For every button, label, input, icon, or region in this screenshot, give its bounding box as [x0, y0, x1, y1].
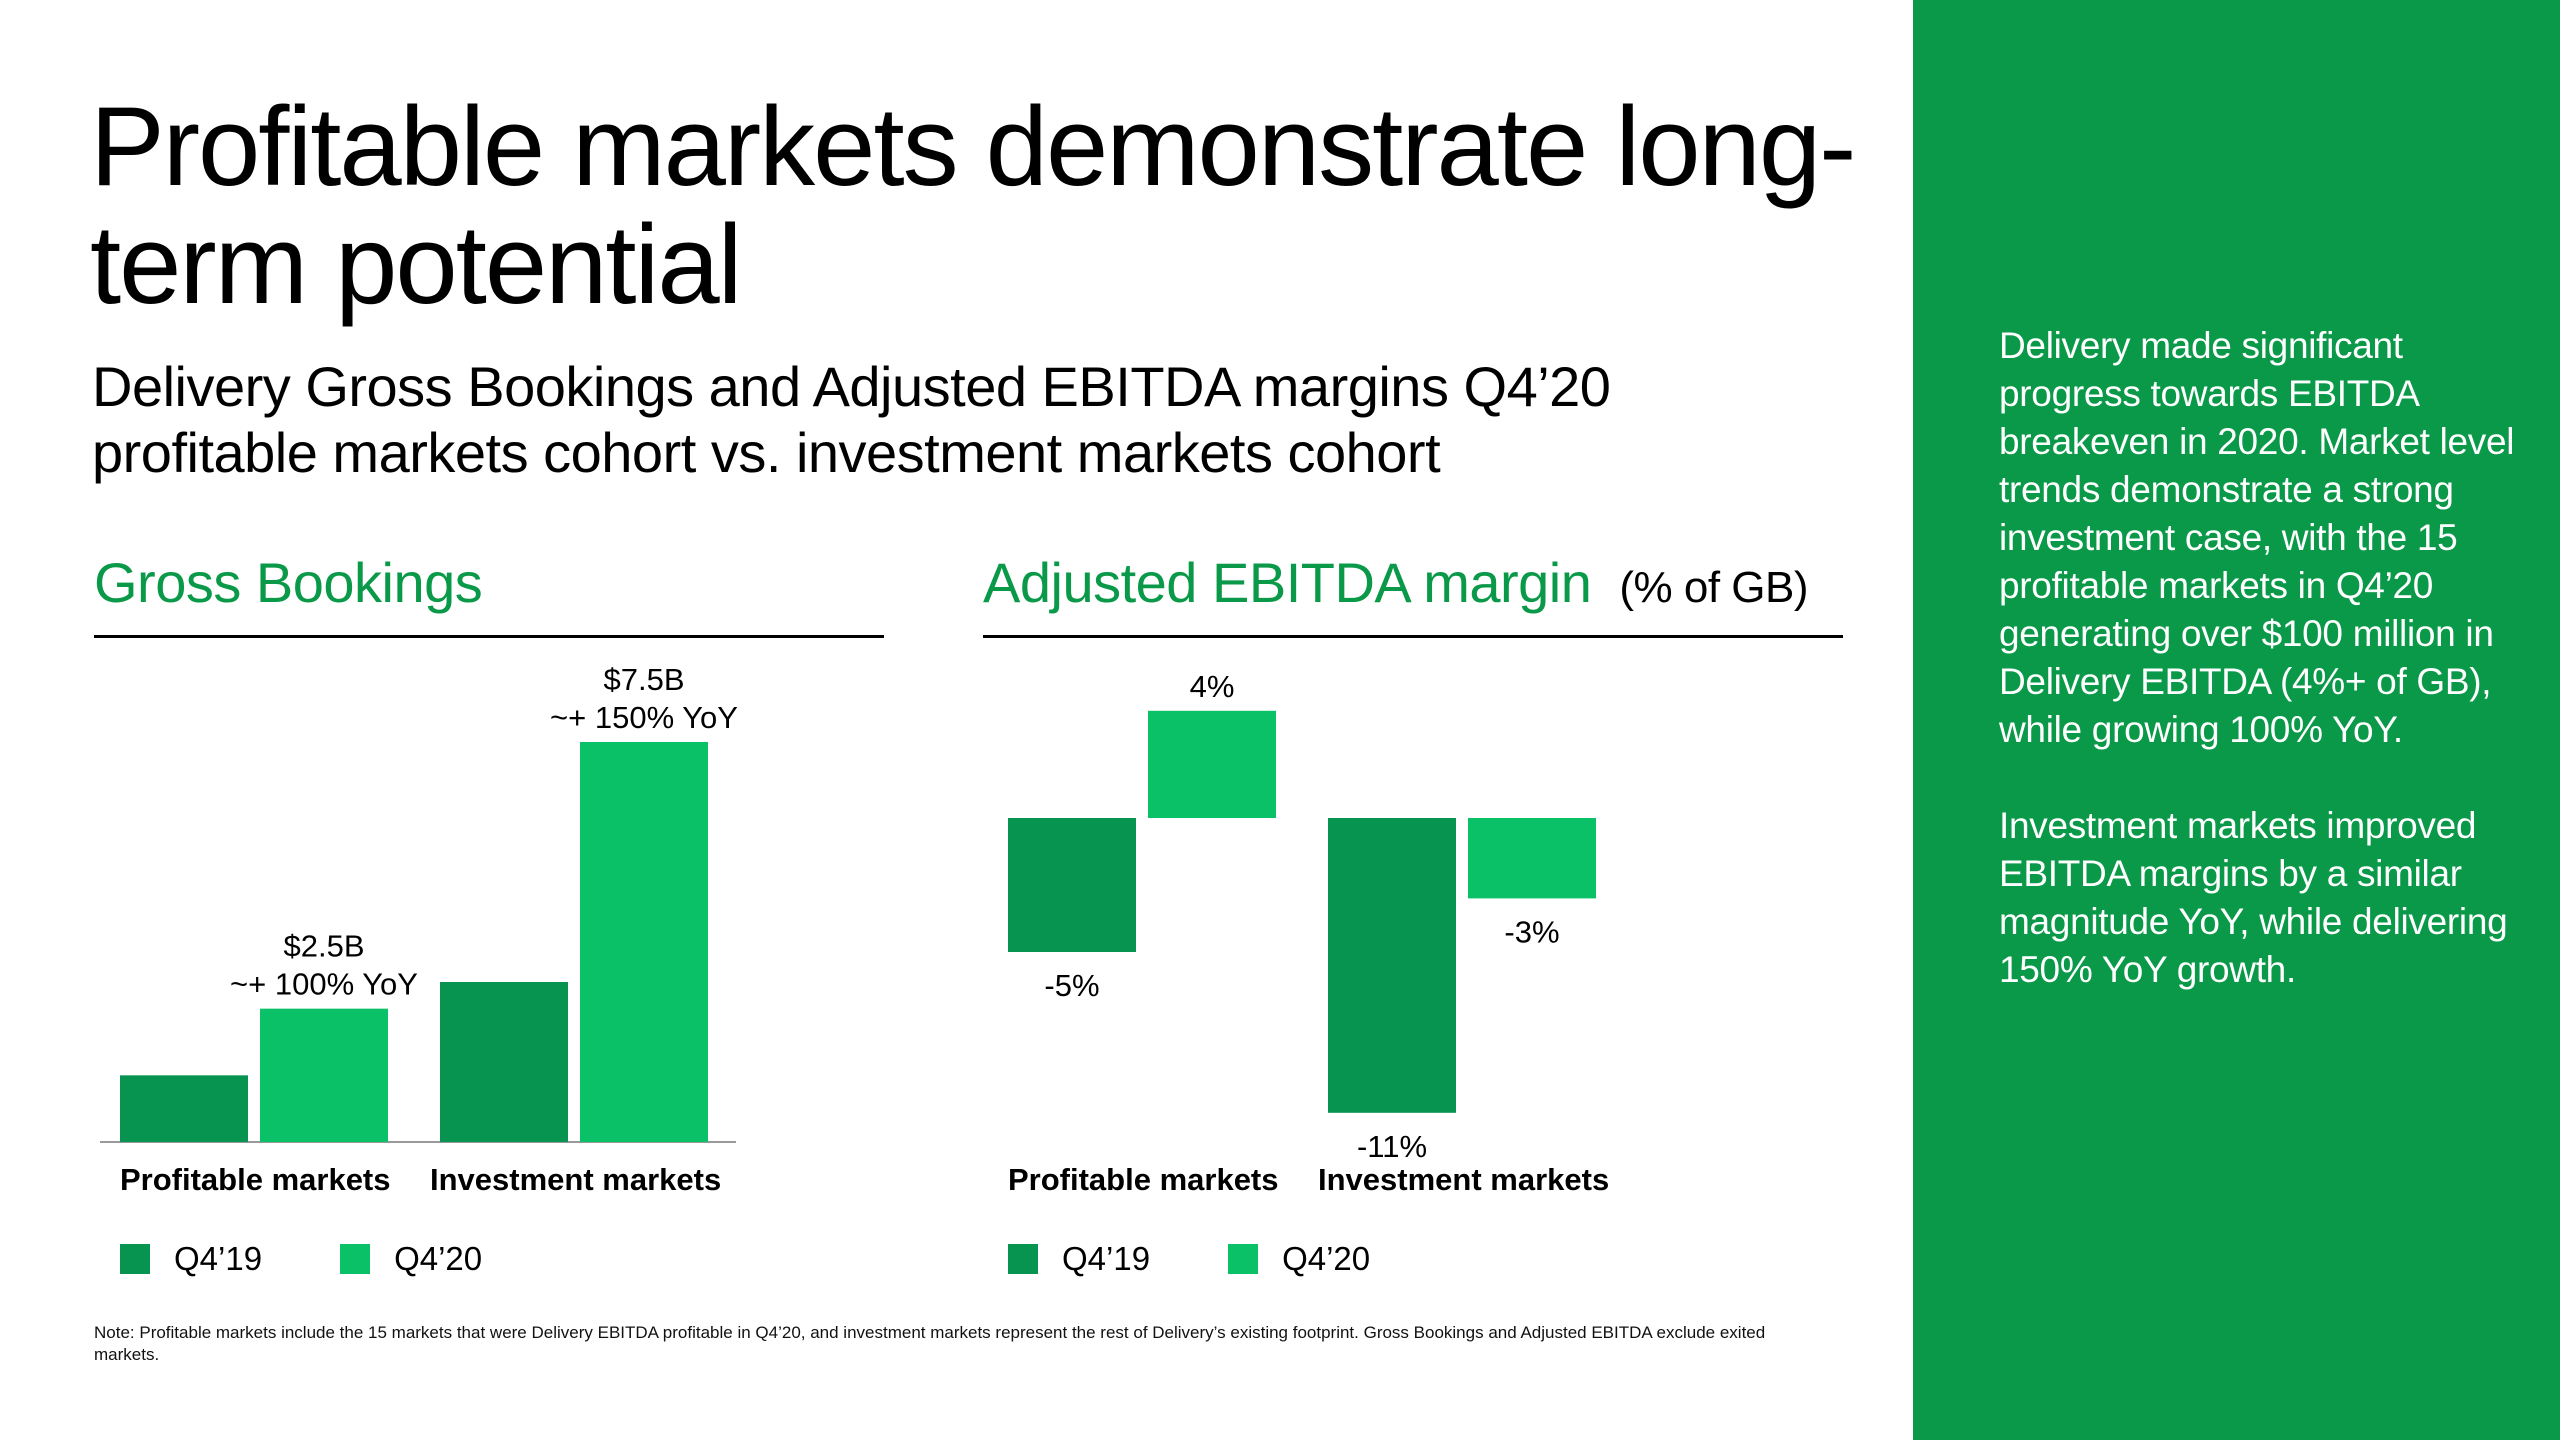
legend-label: Q4’20 [1282, 1240, 1371, 1277]
gb-data-label-growth: ~+ 100% YoY [230, 967, 418, 1002]
gb-data-label-growth: ~+ 150% YoY [550, 700, 738, 735]
ebitda-data-label: -5% [1044, 968, 1099, 1003]
ebitda-title-wrap: Adjusted EBITDA margin (% of GB) [983, 550, 1809, 615]
legend-swatch-q419 [120, 1244, 150, 1274]
gross-bookings-title: Gross Bookings [94, 551, 483, 614]
gb-category-label-investment: Investment markets [430, 1162, 722, 1197]
legend-item-q419: Q4’19 [1008, 1240, 1150, 1278]
gross-bookings-header: Gross Bookings [94, 548, 884, 638]
sidebar-panel: Delivery made significant progress towar… [1913, 0, 2560, 1440]
legend-swatch-q420 [1228, 1244, 1259, 1274]
legend-swatch-q420 [340, 1244, 371, 1274]
page-title: Profitable markets demonstrate long-term… [90, 84, 1856, 327]
footnote: Note: Profitable markets include the 15 … [94, 1323, 1766, 1364]
page-subtitle: Delivery Gross Bookings and Adjusted EBI… [92, 355, 1611, 484]
legend-swatch-q419 [1008, 1244, 1038, 1274]
ebitda-data-label: 4% [1190, 669, 1235, 704]
sidebar-paragraph: Delivery made significant progress towar… [1999, 325, 2515, 750]
charts-canvas: $2.5B~+ 100% YoY $7.5B~+ 150% YoY -5% 4% -11… [100, 662, 1596, 1164]
legend-item-q420: Q4’20 [1228, 1240, 1370, 1278]
gb-data-label-value: $7.5B [603, 662, 684, 697]
gb-legend: Q4’19 Q4’20 [120, 1240, 560, 1278]
ebitda-header: Adjusted EBITDA margin (% of GB) [983, 548, 1843, 638]
legend-item-q419: Q4’19 [120, 1240, 262, 1278]
gb-bar-investment-q419 [440, 982, 568, 1142]
ebitda-data-label: -3% [1504, 914, 1559, 949]
ebitda-category-label-investment: Investment markets [1318, 1162, 1610, 1197]
legend-label: Q4’20 [394, 1240, 483, 1277]
legend-item-q420: Q4’20 [340, 1240, 482, 1278]
ebitda-unit: (% of GB) [1619, 563, 1809, 612]
legend-label: Q4’19 [174, 1240, 263, 1277]
ebitda-category-label-profitable: Profitable markets [1008, 1162, 1279, 1197]
ebitda-data-label: -11% [1357, 1129, 1427, 1164]
ebitda-legend: Q4’19 Q4’20 [1008, 1240, 1448, 1278]
ebitda-title: Adjusted EBITDA margin [983, 551, 1592, 614]
ebitda-bar-profitable-q420 [1148, 710, 1276, 818]
sidebar-text: Delivery made significant progress towar… [1999, 322, 2519, 1042]
gb-bar-profitable-q420 [260, 1008, 388, 1142]
gb-data-label-value: $2.5B [283, 929, 364, 964]
ebitda-bar-investment-q420 [1468, 818, 1596, 899]
ebitda-bar-investment-q419 [1328, 818, 1456, 1113]
gb-bar-profitable-q419 [120, 1075, 248, 1142]
sidebar-paragraph: Investment markets improved EBITDA margi… [1999, 805, 2508, 990]
legend-label: Q4’19 [1062, 1240, 1151, 1277]
gb-category-label-profitable: Profitable markets [120, 1162, 391, 1197]
ebitda-bar-profitable-q419 [1008, 818, 1136, 952]
gb-bar-investment-q420 [580, 742, 708, 1142]
